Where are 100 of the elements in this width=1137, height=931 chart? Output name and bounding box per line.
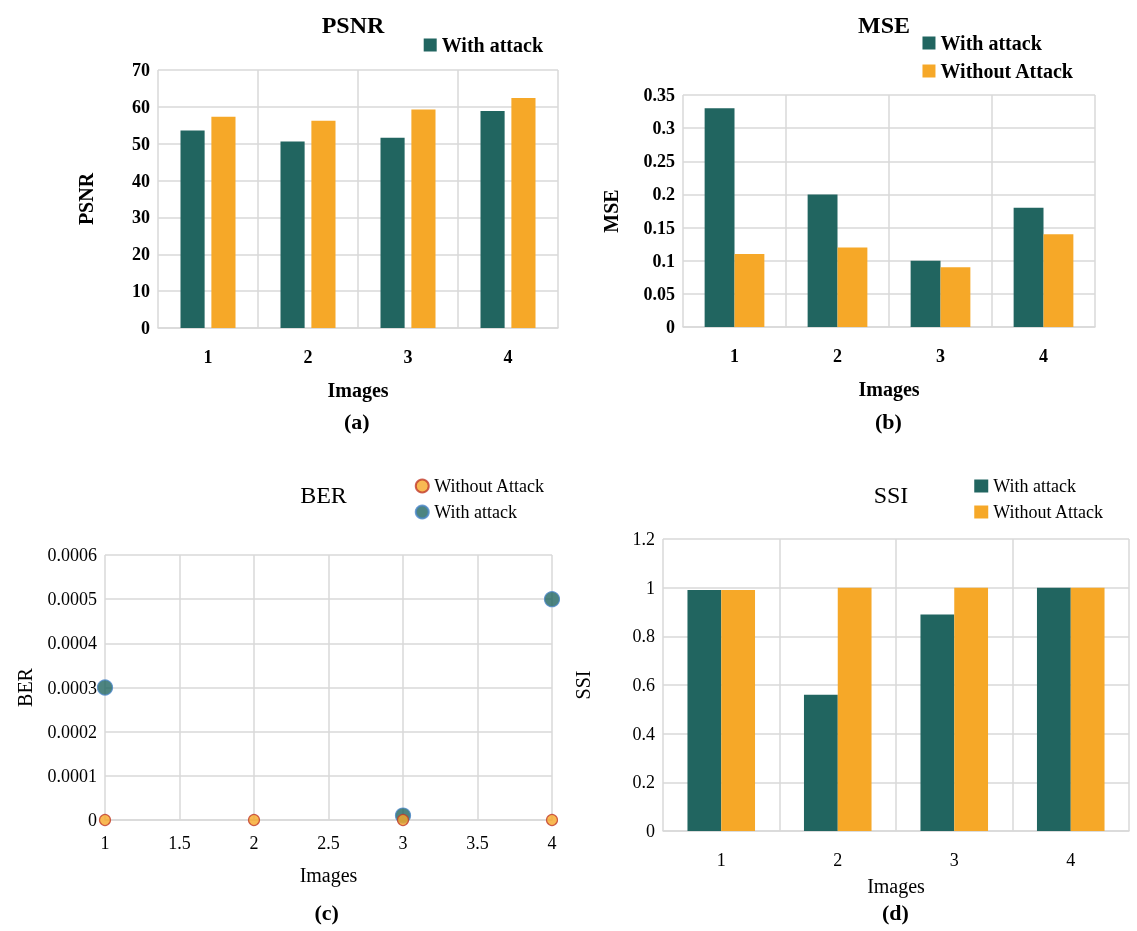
bar [910, 260, 941, 327]
y-tick-label: 0.1 [652, 250, 675, 271]
x-tick-label: 1 [100, 833, 110, 853]
x-tick-label: 4 [503, 347, 513, 367]
y-tick-label: 0.0004 [47, 633, 97, 654]
y-axis-title: SSI [572, 670, 594, 700]
y-tick-label: 0.6 [632, 675, 655, 695]
bar [280, 141, 305, 328]
y-tick-label: 0 [646, 821, 655, 841]
y-tick-label: 60 [132, 96, 150, 117]
chart-title: PSNR [321, 12, 385, 38]
legend-label: Without Attack [993, 502, 1104, 522]
bar [687, 590, 722, 831]
y-tick-label: 0.8 [632, 626, 655, 647]
y-axis-title: MSE [600, 189, 622, 233]
y-tick-label: 0 [666, 317, 675, 337]
y-tick-label: 0.35 [643, 85, 675, 105]
x-tick-label: 2.5 [317, 833, 340, 853]
legend-label: Without Attack [940, 60, 1074, 82]
bar [940, 267, 971, 327]
y-tick-label: 1 [646, 577, 655, 598]
y-tick-label: 10 [132, 281, 150, 302]
bar [721, 590, 756, 831]
legend-label: With attack [940, 32, 1043, 54]
y-tick-label: 0.0005 [47, 589, 97, 610]
bar [311, 120, 336, 328]
y-tick-label: 0 [141, 318, 150, 338]
y-tick-label: 50 [132, 133, 150, 154]
bar [837, 587, 872, 831]
x-tick-label: 1.5 [168, 833, 191, 853]
bar [920, 614, 955, 831]
text: (b) [875, 408, 902, 434]
x-tick-label: 2 [833, 850, 843, 870]
y-tick-label: 0.4 [632, 723, 655, 744]
x-tick-label: 2 [833, 346, 842, 366]
text: (d) [882, 899, 909, 925]
y-axis-title: PSNR [75, 172, 97, 226]
y-tick-label: 0.0001 [47, 765, 97, 786]
bar [734, 254, 765, 327]
bar [211, 116, 236, 328]
x-tick-label: 3 [403, 347, 413, 367]
y-axis-title: BER [14, 667, 36, 707]
bar [803, 694, 838, 831]
x-tick-label: 3 [398, 833, 408, 853]
bar [704, 108, 735, 327]
y-tick-label: 0.0003 [47, 677, 97, 698]
x-tick-label: 4 [1066, 850, 1076, 870]
point [545, 813, 559, 827]
bar [1036, 587, 1071, 831]
bar [1043, 234, 1074, 327]
y-tick-label: 30 [132, 207, 150, 228]
y-tick-label: 0.25 [643, 151, 675, 172]
x-axis-title: Images [867, 875, 926, 898]
legend-label: With attack [441, 34, 544, 56]
bar [511, 98, 536, 328]
point [96, 679, 114, 696]
x-tick-label: 1 [730, 346, 739, 366]
legend-label: With attack [434, 502, 517, 522]
x-tick-label: 3.5 [466, 833, 489, 853]
bar [807, 194, 838, 327]
x-tick-label: 2 [249, 833, 259, 853]
y-tick-label: 40 [132, 170, 150, 191]
x-tick-label: 1 [716, 850, 726, 870]
y-tick-label: 0.0006 [47, 545, 97, 565]
text: (c) [314, 899, 339, 925]
bar [1070, 587, 1105, 831]
y-tick-label: 0.05 [643, 283, 675, 304]
bar [411, 109, 436, 328]
y-tick-label: 0.3 [652, 118, 675, 139]
y-tick-label: 0.2 [652, 184, 675, 205]
x-axis-title: Images [299, 864, 358, 887]
y-tick-label: 0.2 [632, 772, 655, 793]
y-tick-label: 0.0002 [47, 721, 97, 742]
bar [480, 110, 505, 328]
point [247, 813, 261, 827]
x-tick-label: 3 [949, 850, 959, 870]
chart-title: MSE [857, 12, 911, 38]
x-tick-label: 2 [303, 347, 313, 367]
x-axis-title: Images [327, 379, 389, 402]
x-tick-label: 4 [547, 833, 557, 853]
x-axis-title: Images [858, 378, 920, 401]
y-tick-label: 0 [88, 810, 97, 830]
legend-label: With attack [993, 476, 1076, 496]
bar [1013, 207, 1044, 327]
x-tick-label: 4 [1039, 346, 1048, 366]
legend-label: Without Attack [434, 476, 545, 496]
x-tick-label: 3 [936, 346, 945, 366]
y-tick-label: 0.15 [643, 217, 675, 238]
bar [837, 247, 868, 327]
point [543, 591, 561, 608]
bar [954, 587, 989, 831]
chart-title: SSI [873, 482, 909, 508]
point [98, 813, 112, 827]
point [396, 813, 410, 827]
y-tick-label: 70 [132, 60, 150, 80]
y-tick-label: 1.2 [632, 529, 655, 549]
text: (a) [344, 408, 370, 434]
chart-title: BER [300, 482, 347, 508]
bar [180, 130, 205, 328]
y-tick-label: 20 [132, 244, 150, 265]
